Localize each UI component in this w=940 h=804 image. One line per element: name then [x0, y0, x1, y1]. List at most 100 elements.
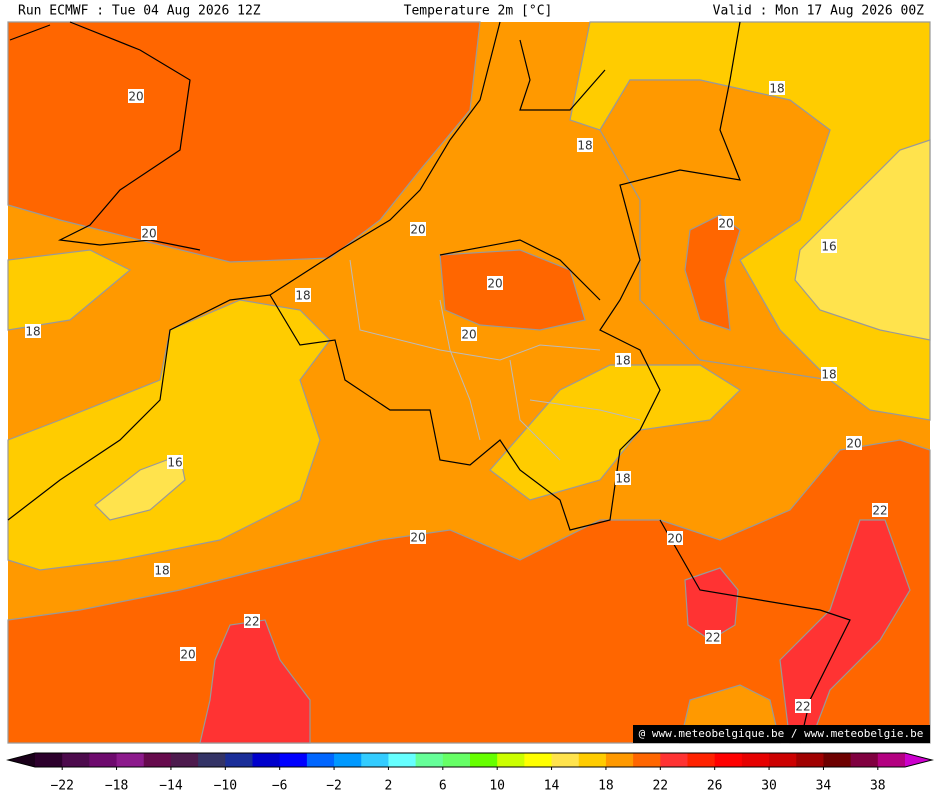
colorbar-swatch: [89, 753, 118, 767]
colorbar-label: −10: [214, 779, 237, 794]
cool-west: [7, 249, 132, 331]
contour-label-bg: [769, 81, 785, 95]
colorbar-swatch: [769, 753, 797, 767]
contour-label: 16: [167, 456, 182, 470]
contour-label-bg: [410, 222, 426, 236]
colorbar-label: 6: [439, 779, 447, 794]
map-title: Temperature 2m [°C]: [404, 4, 553, 19]
colorbar-swatch: [605, 753, 634, 767]
colorbar-swatch: [578, 753, 607, 767]
colorbar-label: 30: [761, 779, 777, 794]
colorbar-label: 14: [544, 779, 560, 794]
contour-label: 20: [667, 532, 682, 546]
colorbar-swatch: [796, 753, 824, 767]
contour-label-bg: [141, 226, 157, 240]
colorbar-swatch: [279, 753, 308, 767]
province-borders: [349, 259, 641, 461]
contour-label: 22: [795, 700, 810, 714]
contour-label: 18: [615, 472, 630, 486]
contour-label-bg: [410, 530, 426, 544]
contour-label-bg: [167, 455, 183, 469]
colorbar-label: −2: [326, 779, 342, 794]
contour-label: 20: [128, 90, 143, 104]
colorbar-swatch: [62, 753, 90, 767]
colorbar-swatch: [116, 753, 145, 767]
contour-label-bg: [487, 276, 503, 290]
colorbar-label: 2: [385, 779, 393, 794]
colorbar-swatch: [714, 753, 743, 767]
watermark-box: [633, 725, 930, 743]
colorbar-outline: [6, 752, 934, 768]
contour-labels: 20 18 18 20 20 20 16 20 18 18 20 18 18 16 20 18 22 20 20 18…: [25, 81, 888, 714]
colorbar-swatch: [334, 753, 362, 767]
coolest-southwest: [94, 454, 186, 521]
contour-label-bg: [180, 647, 196, 661]
colorbar-high-arrow: [905, 753, 932, 767]
colorbar-label: 38: [870, 779, 886, 794]
contour-label: 20: [180, 648, 195, 662]
colorbar-swatch: [170, 753, 199, 767]
contour-label: 20: [461, 328, 476, 342]
colorbar-label: 10: [489, 779, 505, 794]
colorbar-swatch: [633, 753, 661, 767]
colorbar-swatch: [497, 753, 525, 767]
colorbar-label: −14: [159, 779, 183, 794]
colorbar-swatch: [198, 753, 226, 767]
colorbar-swatch: [35, 753, 63, 767]
contour-label: 20: [410, 223, 425, 237]
contour-label-bg: [667, 531, 683, 545]
cool-ardennes: [489, 364, 741, 501]
hot-south: [199, 619, 311, 744]
contour-label: 22: [872, 504, 887, 518]
colorbar-swatch: [143, 753, 172, 767]
colorbar-swatch: [660, 753, 688, 767]
colorbar-label: −22: [50, 779, 73, 794]
contour-label: 18: [295, 289, 310, 303]
colorbar-swatch: [823, 753, 852, 767]
contour-label: 18: [615, 354, 630, 368]
contour-label: 18: [154, 564, 169, 578]
contour-label: 20: [487, 277, 502, 291]
contour-label-bg: [25, 324, 41, 338]
contour-label-bg: [615, 471, 631, 485]
contour-label: 18: [577, 139, 592, 153]
watermark: @ www.meteobelgique.be / www.meteobelgie…: [639, 727, 924, 740]
contour-label: 20: [718, 217, 733, 231]
contour-label-bg: [821, 239, 837, 253]
colorbar-swatch: [877, 753, 906, 767]
contour-label-bg: [577, 138, 593, 152]
warm-sea: [7, 21, 481, 263]
contour-label-bg: [154, 563, 170, 577]
coastline: [9, 21, 606, 296]
colorbar-swatch: [252, 753, 281, 767]
colorbar: −22 −18 −14 −10 −6 −2 2 6 10 14 18 22 26 30 34 38: [6, 752, 934, 794]
warm-center: [439, 249, 586, 331]
contour-label-bg: [244, 614, 260, 628]
contour-label: 18: [821, 368, 836, 382]
contour-label-bg: [615, 353, 631, 367]
contour-label: 20: [410, 531, 425, 545]
contour-label: 20: [141, 227, 156, 241]
colorbar-low-arrow: [8, 753, 35, 767]
contour-label-bg: [795, 699, 811, 713]
colorbar-swatch: [225, 753, 253, 767]
contour-label: 22: [244, 615, 259, 629]
cool-southwest: [7, 299, 331, 571]
contour-label: 22: [705, 631, 720, 645]
colorbar-swatch: [551, 753, 580, 767]
contour-label-bg: [821, 367, 837, 381]
colorbar-swatch: [524, 753, 553, 767]
contour-label: 16: [821, 240, 836, 254]
colorbar-swatch: [850, 753, 879, 767]
colorbar-swatch: [306, 753, 335, 767]
colorbar-swatch: [442, 753, 471, 767]
colorbar-label: 26: [707, 779, 723, 794]
contour-label-bg: [872, 503, 888, 517]
cool-east: [794, 139, 931, 341]
colorbar-label: 18: [598, 779, 614, 794]
colorbar-label: 22: [652, 779, 668, 794]
colorbar-swatch: [687, 753, 716, 767]
colorbar-swatch: [388, 753, 417, 767]
contour-label-bg: [718, 216, 734, 230]
